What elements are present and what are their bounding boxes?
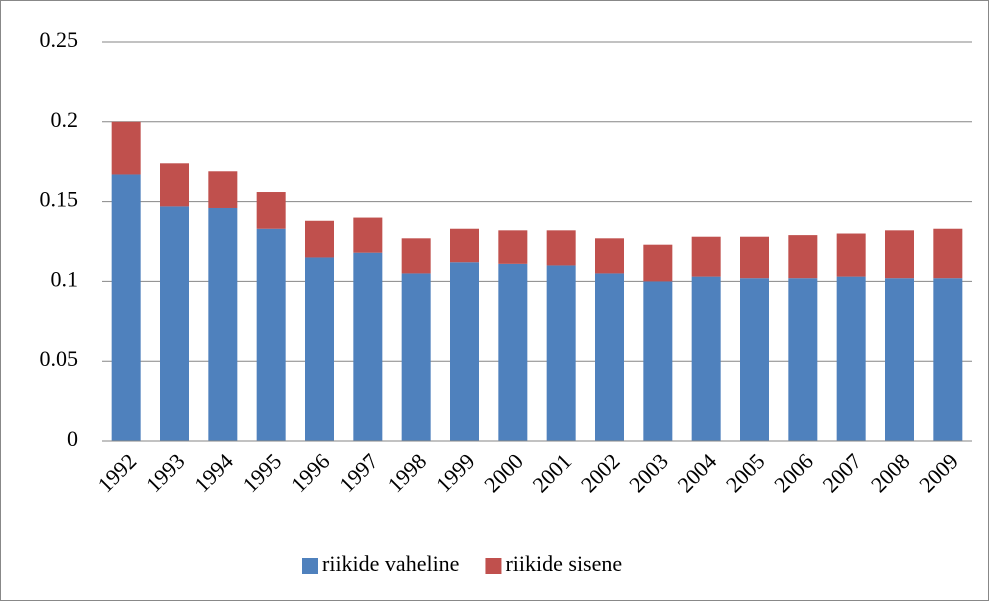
legend-label: riikide vaheline xyxy=(322,551,459,576)
bar xyxy=(160,206,189,441)
bar xyxy=(643,244,673,282)
y-tick-label: 0.15 xyxy=(40,187,79,212)
y-tick-label: 0.25 xyxy=(40,27,79,52)
bar xyxy=(885,230,914,279)
bar xyxy=(643,281,673,441)
bar xyxy=(208,207,238,441)
bar xyxy=(836,233,866,277)
y-tick-label: 0.05 xyxy=(40,346,79,371)
bar xyxy=(450,228,479,263)
bar xyxy=(691,276,721,441)
legend-label: riikide sisene xyxy=(505,551,622,576)
y-tick-label: 0.2 xyxy=(51,107,79,132)
bar xyxy=(256,228,286,441)
bar xyxy=(498,230,528,264)
legend-swatch xyxy=(485,558,502,574)
bar xyxy=(885,278,914,441)
bar xyxy=(498,263,528,441)
bar xyxy=(546,230,576,266)
bar xyxy=(401,238,431,274)
legend-swatch xyxy=(302,558,318,574)
bar xyxy=(256,192,286,229)
bar xyxy=(595,238,624,274)
bar xyxy=(788,278,818,441)
bar xyxy=(111,121,141,175)
bar xyxy=(305,220,334,258)
bar xyxy=(740,236,769,279)
bar xyxy=(740,278,769,441)
bar xyxy=(353,252,383,441)
bar xyxy=(788,235,818,279)
bar xyxy=(353,217,383,253)
bar xyxy=(305,257,334,441)
bar xyxy=(933,228,963,279)
y-tick-label: 0 xyxy=(67,426,78,451)
bar xyxy=(450,262,479,441)
bar xyxy=(691,236,721,277)
bar xyxy=(836,276,866,441)
bar xyxy=(208,171,238,208)
bar xyxy=(933,278,963,441)
bar xyxy=(546,265,576,441)
bar xyxy=(160,163,189,207)
y-tick-label: 0.1 xyxy=(51,266,79,291)
bar xyxy=(111,174,141,441)
bar xyxy=(595,273,624,441)
bar xyxy=(401,273,431,441)
